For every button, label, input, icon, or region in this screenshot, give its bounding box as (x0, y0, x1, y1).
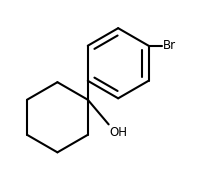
Text: OH: OH (110, 126, 128, 139)
Text: Br: Br (163, 39, 176, 52)
